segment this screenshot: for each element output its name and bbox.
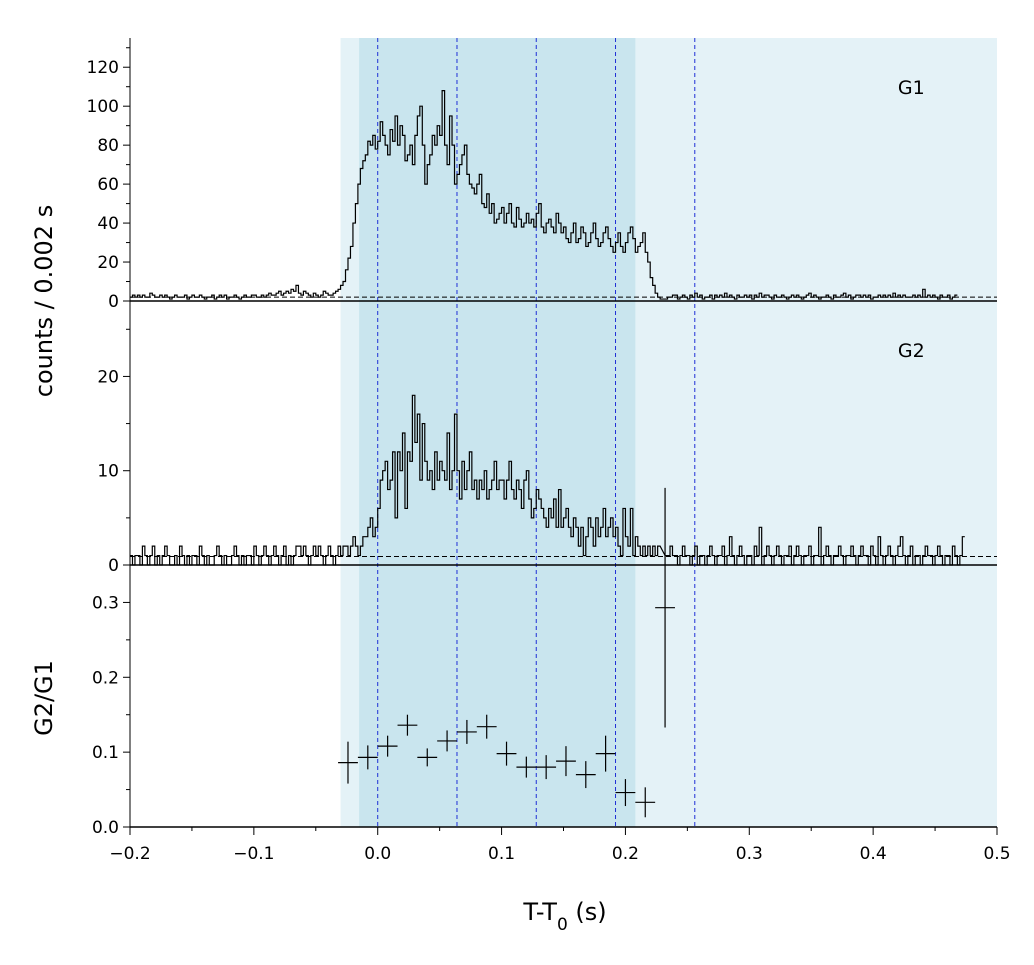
ratio-point-0 — [338, 741, 358, 784]
ratio-axis-label: G2/G1 — [30, 660, 58, 736]
x-tick-label-1: −0.1 — [233, 844, 274, 864]
shaded-region-1 — [359, 38, 636, 827]
x-tick-label-3: 0.1 — [488, 844, 515, 864]
shaded-intervals — [340, 38, 997, 827]
ratio-point-8 — [496, 741, 517, 766]
time-axis-label-subscript: 0 — [557, 915, 568, 935]
x-tick-label-0: −0.2 — [109, 844, 150, 864]
ratio-point-11 — [556, 746, 576, 777]
counts-axis-label: counts / 0.002 s — [30, 205, 58, 397]
x-tick-label-6: 0.4 — [860, 844, 887, 864]
y-tick-label-2-2: 0.2 — [92, 668, 119, 688]
ratio-point-4 — [417, 748, 438, 767]
panels: G1 G2 — [130, 77, 997, 818]
x-tick-label-5: 0.3 — [736, 844, 763, 864]
ratio-point-7 — [476, 714, 497, 739]
ratio-point-3 — [397, 714, 418, 736]
y-tick-label-2-1: 0.1 — [92, 743, 119, 763]
y-tick-label-0-5: 100 — [87, 97, 119, 117]
y-tick-label-0-2: 40 — [97, 214, 119, 234]
ratio-point-15 — [635, 787, 656, 818]
ratio-point-5 — [437, 730, 457, 752]
y-tick-label-1-1: 10 — [97, 462, 119, 482]
x-tick-label-7: 0.5 — [983, 844, 1010, 864]
ratio-point-14 — [615, 779, 636, 807]
x-tick-label-2: 0.0 — [364, 844, 391, 864]
ratio-point-2 — [377, 735, 398, 757]
y-tick-label-1-2: 20 — [97, 367, 119, 387]
time-axis-label: T-T0 (s) — [522, 898, 606, 935]
lightcurve-g2 — [130, 394, 965, 566]
y-tick-label-2-3: 0.3 — [92, 593, 119, 613]
panel-label-g2: G2 — [898, 340, 925, 362]
ticks: 0 20 40 60 80 100 120 0 10 20 0.0 0.1 0.2 0.3 −0.2 −0.1… — [87, 38, 1011, 864]
y-tick-label-2-0: 0.0 — [92, 818, 119, 838]
ratio-point-16 — [655, 487, 675, 728]
ratio-point-13 — [595, 735, 616, 772]
y-tick-label-1-0: 0 — [108, 556, 119, 576]
y-tick-label-0-3: 60 — [97, 175, 119, 195]
panel-axes-2: 0.0 0.1 0.2 0.3 — [92, 564, 997, 838]
panel-label-g1: G1 — [898, 77, 925, 99]
ratio-point-12 — [575, 761, 596, 789]
panel-axes-0: 0 20 40 60 80 100 120 — [87, 38, 997, 312]
y-tick-label-0-1: 20 — [97, 253, 119, 273]
lightcurve-g1 — [130, 90, 958, 300]
ratio-point-6 — [456, 719, 477, 744]
ratio-point-9 — [516, 756, 537, 778]
ratio-point-10 — [536, 755, 557, 780]
time-axis-label-unit: (s) — [568, 898, 607, 926]
time-axis-label-main: T-T — [522, 898, 557, 926]
y-tick-label-0-4: 80 — [97, 136, 119, 156]
y-tick-label-0-0: 0 — [108, 292, 119, 312]
panel-axes-1: 0 10 20 — [97, 301, 997, 576]
y-tick-label-0-6: 120 — [87, 58, 119, 78]
x-tick-label-4: 0.2 — [612, 844, 639, 864]
ratio-point-1 — [357, 745, 378, 770]
